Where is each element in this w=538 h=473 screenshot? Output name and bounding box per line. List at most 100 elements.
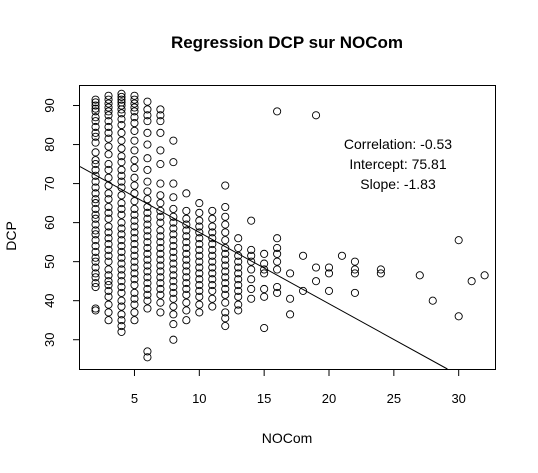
data-point — [105, 301, 112, 308]
data-point — [157, 160, 164, 167]
plot-frame — [80, 86, 496, 370]
data-point — [170, 194, 177, 201]
data-point — [222, 229, 229, 236]
data-point — [131, 309, 138, 316]
data-point — [131, 127, 138, 134]
intercept-text: Intercept: 75.81 — [349, 156, 447, 172]
y-tick-label: 90 — [42, 98, 57, 112]
data-point — [196, 301, 203, 308]
data-point — [118, 192, 125, 199]
data-point — [261, 285, 268, 292]
y-tick-label: 70 — [42, 176, 57, 190]
data-point — [222, 237, 229, 244]
data-point — [105, 174, 112, 181]
x-tick-label: 25 — [387, 391, 401, 406]
data-point — [157, 299, 164, 306]
data-point — [325, 287, 332, 294]
data-point — [261, 324, 268, 331]
data-point — [131, 198, 138, 205]
data-point — [131, 147, 138, 154]
data-point — [144, 196, 151, 203]
data-point — [144, 305, 151, 312]
chart-title: Regression DCP sur NOCom — [171, 33, 403, 52]
data-point — [157, 147, 164, 154]
data-point — [222, 322, 229, 329]
data-point — [209, 207, 216, 214]
data-point — [286, 311, 293, 318]
data-point — [144, 129, 151, 136]
data-point — [105, 143, 112, 150]
data-point — [299, 252, 306, 259]
data-point — [274, 258, 281, 265]
data-point — [118, 129, 125, 136]
correlation-text: Correlation: -0.53 — [344, 136, 452, 152]
data-point — [170, 311, 177, 318]
data-point — [261, 293, 268, 300]
data-point — [170, 205, 177, 212]
data-point — [248, 285, 255, 292]
data-point — [170, 321, 177, 328]
data-point — [235, 235, 242, 242]
data-point — [248, 217, 255, 224]
x-tick-label: 15 — [257, 391, 271, 406]
data-point — [183, 207, 190, 214]
data-point — [105, 182, 112, 189]
data-point — [248, 295, 255, 302]
data-point — [286, 295, 293, 302]
data-point — [144, 166, 151, 173]
data-point — [274, 108, 281, 115]
data-point — [144, 98, 151, 105]
data-point — [183, 299, 190, 306]
x-axis: 5 10 15 20 25 30 — [131, 370, 466, 407]
data-point — [351, 258, 358, 265]
data-point — [209, 295, 216, 302]
x-tick-label: 10 — [192, 391, 206, 406]
data-point — [222, 221, 229, 228]
data-point — [196, 200, 203, 207]
data-point — [261, 250, 268, 257]
data-point — [144, 188, 151, 195]
x-tick-label: 30 — [451, 391, 465, 406]
data-point — [131, 157, 138, 164]
y-tick-label: 50 — [42, 254, 57, 268]
data-point — [170, 159, 177, 166]
data-point — [416, 272, 423, 279]
x-tick-label: 20 — [322, 391, 336, 406]
data-points — [92, 90, 488, 361]
y-tick-label: 30 — [42, 332, 57, 346]
data-point — [157, 200, 164, 207]
data-point — [157, 309, 164, 316]
data-point — [144, 178, 151, 185]
data-point — [131, 164, 138, 171]
data-point — [455, 313, 462, 320]
data-point — [248, 266, 255, 273]
y-axis-label: DCP — [3, 221, 19, 251]
y-axis: 30405060708090 — [42, 98, 80, 347]
data-point — [235, 244, 242, 251]
data-point — [105, 309, 112, 316]
regression-line — [80, 167, 447, 369]
data-point — [105, 317, 112, 324]
data-point — [429, 297, 436, 304]
data-point — [196, 309, 203, 316]
x-tick-label: 5 — [131, 391, 138, 406]
data-point — [105, 151, 112, 158]
slope-text: Slope: -1.83 — [360, 176, 436, 192]
data-point — [312, 278, 319, 285]
data-point — [144, 141, 151, 148]
data-point — [183, 307, 190, 314]
data-point — [222, 299, 229, 306]
data-point — [222, 213, 229, 220]
data-point — [157, 192, 164, 199]
data-point — [170, 336, 177, 343]
data-point — [183, 317, 190, 324]
data-point — [170, 303, 177, 310]
data-point — [286, 270, 293, 277]
data-point — [455, 237, 462, 244]
data-point — [222, 203, 229, 210]
x-axis-label: NOCom — [262, 430, 313, 446]
data-point — [209, 303, 216, 310]
data-point — [312, 112, 319, 119]
